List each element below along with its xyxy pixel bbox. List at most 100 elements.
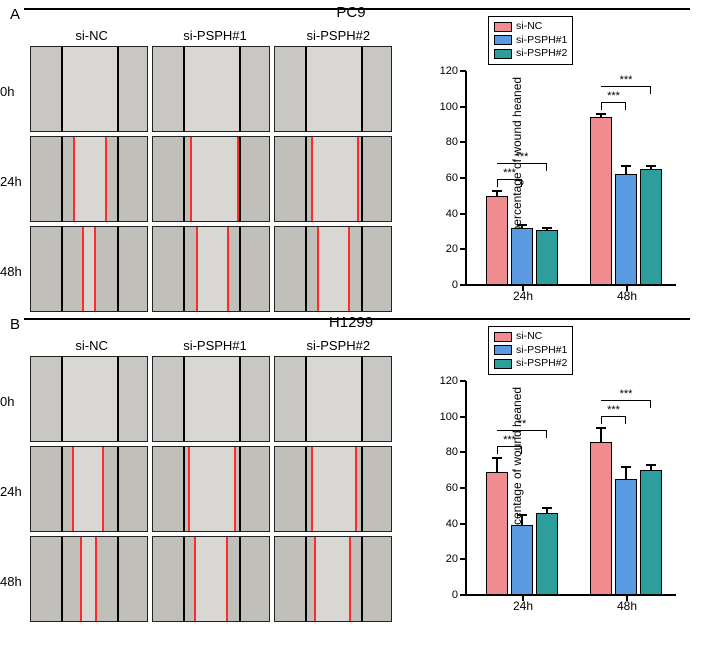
x-tick-label: 24h (513, 599, 533, 613)
y-tick (460, 177, 466, 179)
panel-b-label: B (10, 316, 20, 333)
legend-item: si-PSPH#2 (494, 357, 567, 371)
col-header: si-NC (33, 338, 151, 356)
bar (590, 442, 612, 595)
bar-group (486, 472, 558, 595)
y-tick-label: 60 (436, 482, 458, 494)
legend-label: si-PSPH#1 (516, 344, 567, 358)
bar-group (590, 117, 662, 285)
col-header: si-PSPH#2 (279, 28, 397, 46)
micrograph-cell (30, 136, 148, 222)
panel-a-col-headers: si-NC si-PSPH#1 si-PSPH#2 (30, 28, 400, 46)
y-tick-label: 0 (436, 279, 458, 291)
panel-a-micrographs: si-NC si-PSPH#1 si-PSPH#2 0h 24h 48h (22, 28, 400, 312)
y-tick-label: 100 (436, 101, 458, 113)
panel-a-chart: si-NCsi-PSPH#1si-PSPH#2 Relative percent… (406, 16, 690, 312)
panel-b-micrographs: si-NC si-PSPH#1 si-PSPH#2 0h 24h 48h (22, 338, 400, 622)
error-bar (496, 190, 498, 197)
error-bar (625, 466, 627, 480)
bar (615, 174, 637, 285)
legend-label: si-PSPH#2 (516, 357, 567, 371)
y-tick-label: 60 (436, 172, 458, 184)
col-header: si-PSPH#1 (156, 338, 274, 356)
y-tick (460, 451, 466, 453)
significance-bracket: *** (601, 86, 651, 94)
error-bar (546, 507, 548, 514)
bar-group (590, 442, 662, 595)
y-tick-label: 100 (436, 411, 458, 423)
bar (511, 228, 533, 285)
bar-group (486, 196, 558, 285)
chart-plot-area: Relative percentage of wound heaned 0204… (466, 71, 676, 285)
micrograph-cell (152, 536, 270, 622)
bar (590, 117, 612, 285)
row-label: 0h (0, 84, 14, 99)
panel-b-col-headers: si-NC si-PSPH#1 si-PSPH#2 (30, 338, 400, 356)
col-header: si-PSPH#1 (156, 28, 274, 46)
y-tick (460, 248, 466, 250)
bar (536, 513, 558, 595)
significance-bracket: *** (601, 102, 626, 110)
bar (640, 169, 662, 285)
y-tick (460, 213, 466, 215)
panel-b-title: H1299 (329, 314, 373, 331)
micrograph-cell (30, 46, 148, 132)
significance-stars: *** (620, 388, 633, 400)
y-tick-label: 120 (436, 375, 458, 387)
error-bar (625, 165, 627, 176)
micrograph-cell (30, 356, 148, 442)
panel-a: A PC9 si-NC si-PSPH#1 si-PSPH#2 0h 24h 4… (12, 6, 690, 312)
legend-label: si-NC (516, 20, 542, 34)
bar (486, 196, 508, 285)
micrograph-cell (152, 356, 270, 442)
y-tick-label: 80 (436, 446, 458, 458)
chart-plot-area: Relative percentage of wound heaned 0204… (466, 381, 676, 595)
x-tick-label: 24h (513, 289, 533, 303)
y-tick-label: 20 (436, 553, 458, 565)
error-bar (650, 464, 652, 471)
col-header: si-PSPH#2 (279, 338, 397, 356)
legend-item: si-NC (494, 20, 567, 34)
y-tick-label: 80 (436, 136, 458, 148)
bar (486, 472, 508, 595)
legend-swatch (494, 22, 512, 32)
legend-label: si-NC (516, 330, 542, 344)
y-tick (460, 141, 466, 143)
panel-b-chart: si-NCsi-PSPH#1si-PSPH#2 Relative percent… (406, 326, 690, 622)
bar (511, 525, 533, 595)
error-bar (600, 427, 602, 443)
y-tick (460, 380, 466, 382)
micrograph-cell (152, 226, 270, 312)
micrograph-cell (30, 226, 148, 312)
micrograph-cell (274, 226, 392, 312)
micrograph-cell (30, 446, 148, 532)
significance-bracket: *** (601, 416, 626, 424)
error-bar (546, 227, 548, 231)
micrograph-cell (274, 446, 392, 532)
micrograph-cell (274, 356, 392, 442)
panel-b-grid (30, 356, 400, 622)
y-tick (460, 416, 466, 418)
chart-legend: si-NCsi-PSPH#1si-PSPH#2 (488, 16, 573, 65)
y-tick-label: 40 (436, 208, 458, 220)
legend-item: si-PSPH#2 (494, 47, 567, 61)
legend-item: si-PSPH#1 (494, 344, 567, 358)
y-tick (460, 70, 466, 72)
significance-stars: ** (518, 418, 527, 430)
significance-bracket: *** (497, 179, 522, 187)
legend-swatch (494, 359, 512, 369)
bar (536, 230, 558, 285)
x-tick-label: 48h (617, 289, 637, 303)
y-tick-label: 40 (436, 518, 458, 530)
significance-stars: *** (620, 74, 633, 86)
micrograph-cell (152, 446, 270, 532)
significance-stars: *** (516, 151, 529, 163)
col-header: si-NC (33, 28, 151, 46)
bar (640, 470, 662, 595)
error-bar (650, 165, 652, 170)
legend-item: si-PSPH#1 (494, 34, 567, 48)
y-tick (460, 487, 466, 489)
legend-swatch (494, 345, 512, 355)
row-label: 48h (0, 574, 22, 589)
error-bar (521, 514, 523, 526)
